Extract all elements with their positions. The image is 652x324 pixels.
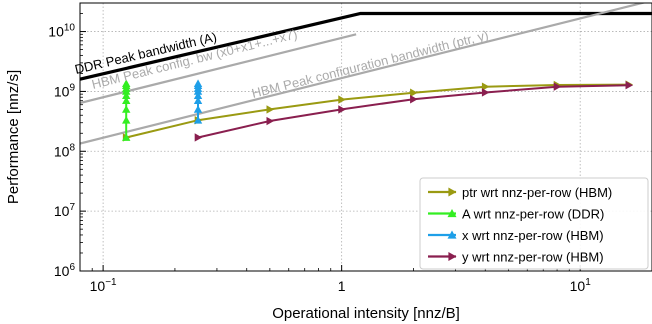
y-tick-label: 108 [54,142,76,159]
x-axis-label: Operational intensity [nnz/B] [272,305,460,322]
series-3-point [194,133,203,142]
legend-label-3: y wrt nnz-per-row (HBM) [462,250,604,265]
legend: ptr wrt nnz-per-row (HBM) A wrt nnz-per-r… [419,177,649,270]
axis-ticks: 10−1 1 101 106 107 108 109 1010 [48,13,592,294]
legend-marker-2 [447,230,457,239]
series-1-point [122,133,131,141]
series-3-point [625,81,634,90]
series-0-point [338,95,346,104]
series-1-point [122,91,131,100]
x-tick-label: 1 [338,278,346,294]
legend-label-1: A wrt nnz-per-row (DDR) [462,207,604,222]
series-1-point [122,96,131,105]
plot-frame [79,2,652,272]
series-1-point [122,105,131,113]
legend-label-0: ptr wrt nnz-per-row (HBM) [462,185,612,200]
series-1-point [122,79,131,87]
plot-lines [80,3,652,145]
series-3-point [338,105,346,114]
series-3-point [481,88,490,97]
y-tick-label: 109 [54,82,76,99]
series-0-point [410,88,418,97]
y-axis-label: Performance [nnz/s] [5,70,22,204]
y-tick-label: 107 [54,202,76,219]
series-2-point [193,79,203,87]
series-0-point [266,105,275,114]
roofline-2 [80,3,647,145]
roofline-0 [80,11,652,81]
series-line-0 [125,83,629,139]
series-2-point [193,91,203,100]
series-1-point [122,116,131,124]
x-tick-label: 10−1 [90,277,117,294]
series-0-point [481,82,490,91]
series-3-point [553,82,562,91]
series-2-point [193,116,203,124]
y-tick-label: 1010 [48,23,75,40]
series-3-point [266,116,275,126]
legend-marker-0 [448,187,457,197]
x-tick-label: 101 [570,277,592,294]
legend-marker-1 [447,209,457,218]
y-tick-label: 106 [54,262,76,279]
legend-label-2: x wrt nnz-per-row (HBM) [462,228,604,243]
series-2-point [193,105,203,113]
series-2-point [193,96,203,105]
legend-marker-3 [448,252,457,261]
legend-box [419,177,649,270]
series-3-point [410,95,418,104]
